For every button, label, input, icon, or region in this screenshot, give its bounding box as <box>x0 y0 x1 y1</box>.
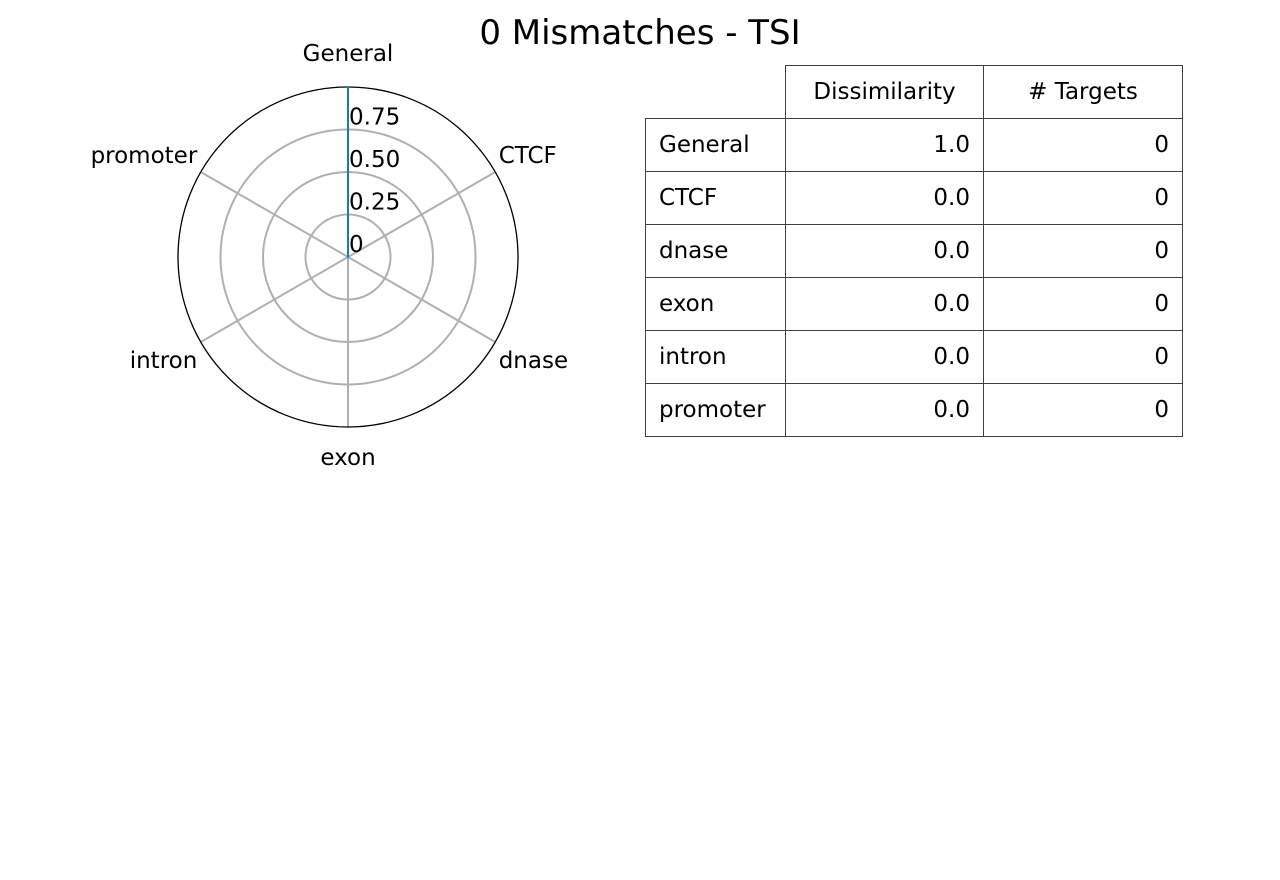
category-label: dnase <box>499 348 568 374</box>
angular-gridline <box>200 171 349 258</box>
angular-gridline <box>347 171 496 258</box>
category-label: promoter <box>91 143 198 169</box>
table-row: CTCF 0.0 0 <box>645 171 1183 225</box>
radar-chart: 0 0.25 0.50 0.75 General CTCF dnase exon intron p… <box>91 41 569 471</box>
chart-title: 0 Mismatches - TSI <box>479 13 801 53</box>
row-label: dnase <box>645 224 786 278</box>
targets-cell: 0 <box>983 118 1183 172</box>
row-label: CTCF <box>645 171 786 225</box>
table-corner-cell <box>645 65 786 119</box>
radial-tick-label: 0.50 <box>349 147 400 173</box>
radial-tick-label: 0.25 <box>349 190 400 216</box>
data-table: Dissimilarity # Targets General 1.0 0 CT… <box>645 65 1183 437</box>
table-row: promoter 0.0 0 <box>645 383 1183 437</box>
row-label: exon <box>645 277 786 331</box>
dissimilarity-cell: 0.0 <box>785 277 984 331</box>
radial-tick-label: 0 <box>349 232 364 258</box>
table-row: dnase 0.0 0 <box>645 224 1183 278</box>
row-label: promoter <box>645 383 786 437</box>
dissimilarity-cell: 0.0 <box>785 330 984 384</box>
table-row: exon 0.0 0 <box>645 277 1183 331</box>
dissimilarity-cell: 0.0 <box>785 224 984 278</box>
dissimilarity-cell: 0.0 <box>785 171 984 225</box>
table-header-row: Dissimilarity # Targets <box>645 65 1183 119</box>
row-label: General <box>645 118 786 172</box>
angular-gridline <box>347 256 496 343</box>
category-label: intron <box>130 348 198 374</box>
row-label: intron <box>645 330 786 384</box>
targets-cell: 0 <box>983 171 1183 225</box>
targets-cell: 0 <box>983 277 1183 331</box>
category-label: CTCF <box>499 143 557 169</box>
radial-tick-label: 0.75 <box>349 105 400 131</box>
category-label: General <box>303 41 394 67</box>
column-header-dissimilarity: Dissimilarity <box>785 65 984 119</box>
table-row: intron 0.0 0 <box>645 330 1183 384</box>
category-label: exon <box>320 445 375 471</box>
targets-cell: 0 <box>983 224 1183 278</box>
table-row: General 1.0 0 <box>645 118 1183 172</box>
dissimilarity-cell: 0.0 <box>785 383 984 437</box>
angular-gridline <box>200 256 349 343</box>
targets-cell: 0 <box>983 330 1183 384</box>
column-header-targets: # Targets <box>983 65 1183 119</box>
dissimilarity-cell: 1.0 <box>785 118 984 172</box>
targets-cell: 0 <box>983 383 1183 437</box>
